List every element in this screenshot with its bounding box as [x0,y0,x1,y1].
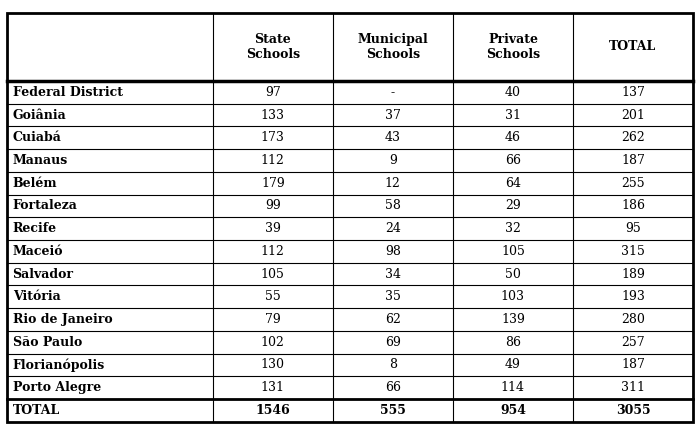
Text: 255: 255 [621,177,645,190]
Text: Belém: Belém [13,177,57,190]
Text: 189: 189 [621,268,645,281]
Text: 64: 64 [505,177,521,190]
Text: 193: 193 [621,290,645,303]
Text: 99: 99 [265,199,281,213]
Text: 280: 280 [621,313,645,326]
Text: 133: 133 [261,109,285,121]
Text: 39: 39 [265,222,281,235]
Text: 102: 102 [261,336,285,349]
Text: 112: 112 [261,154,285,167]
Text: TOTAL: TOTAL [609,40,657,53]
Text: 9: 9 [389,154,397,167]
Text: 79: 79 [265,313,281,326]
Text: 66: 66 [505,154,521,167]
Text: 315: 315 [621,245,645,258]
Text: Salvador: Salvador [13,268,74,281]
Text: Private
Schools: Private Schools [486,33,540,61]
Text: 105: 105 [261,268,285,281]
Text: 29: 29 [505,199,521,213]
Text: 131: 131 [261,381,285,394]
Text: 105: 105 [501,245,525,258]
Text: 173: 173 [261,131,285,144]
Text: Maceió: Maceió [13,245,63,258]
Text: 114: 114 [501,381,525,394]
Text: 8: 8 [389,358,397,371]
Text: 43: 43 [385,131,401,144]
Text: Federal District: Federal District [13,86,122,99]
Text: Fortaleza: Fortaleza [13,199,78,213]
Text: 31: 31 [505,109,521,121]
Text: 257: 257 [621,336,645,349]
Text: State
Schools: State Schools [246,33,300,61]
Text: 40: 40 [505,86,521,99]
Text: 555: 555 [380,404,406,417]
Text: Cuiabá: Cuiabá [13,131,62,144]
Text: São Paulo: São Paulo [13,336,82,349]
Text: 201: 201 [621,109,645,121]
Text: 66: 66 [385,381,401,394]
Text: 37: 37 [385,109,401,121]
Text: 187: 187 [621,154,645,167]
Text: 262: 262 [621,131,645,144]
Text: 58: 58 [385,199,401,213]
Text: 103: 103 [501,290,525,303]
Text: 32: 32 [505,222,521,235]
Text: Recife: Recife [13,222,57,235]
Text: 97: 97 [265,86,281,99]
Text: 1546: 1546 [256,404,290,417]
Text: Porto Alegre: Porto Alegre [13,381,101,394]
Text: 139: 139 [501,313,525,326]
Text: 50: 50 [505,268,521,281]
Text: 49: 49 [505,358,521,371]
Text: Florianópolis: Florianópolis [13,358,105,372]
Text: 130: 130 [261,358,285,371]
Text: 98: 98 [385,245,401,258]
Text: 55: 55 [265,290,281,303]
Text: Vitória: Vitória [13,290,60,303]
Text: 954: 954 [500,404,526,417]
Text: 137: 137 [621,86,645,99]
Text: TOTAL: TOTAL [13,404,60,417]
Text: 3055: 3055 [616,404,650,417]
Text: Rio de Janeiro: Rio de Janeiro [13,313,112,326]
Text: 179: 179 [261,177,285,190]
Text: Manaus: Manaus [13,154,68,167]
Text: 46: 46 [505,131,521,144]
Text: 35: 35 [385,290,401,303]
Text: 34: 34 [385,268,401,281]
Text: 62: 62 [385,313,401,326]
Text: 12: 12 [385,177,401,190]
Text: 112: 112 [261,245,285,258]
Text: -: - [391,86,395,99]
Text: 24: 24 [385,222,401,235]
Text: Municipal
Schools: Municipal Schools [358,33,428,61]
Text: 311: 311 [621,381,645,394]
Text: 69: 69 [385,336,401,349]
Text: Goiânia: Goiânia [13,109,66,121]
Text: 95: 95 [625,222,641,235]
Text: 86: 86 [505,336,521,349]
Text: 187: 187 [621,358,645,371]
Text: 186: 186 [621,199,645,213]
